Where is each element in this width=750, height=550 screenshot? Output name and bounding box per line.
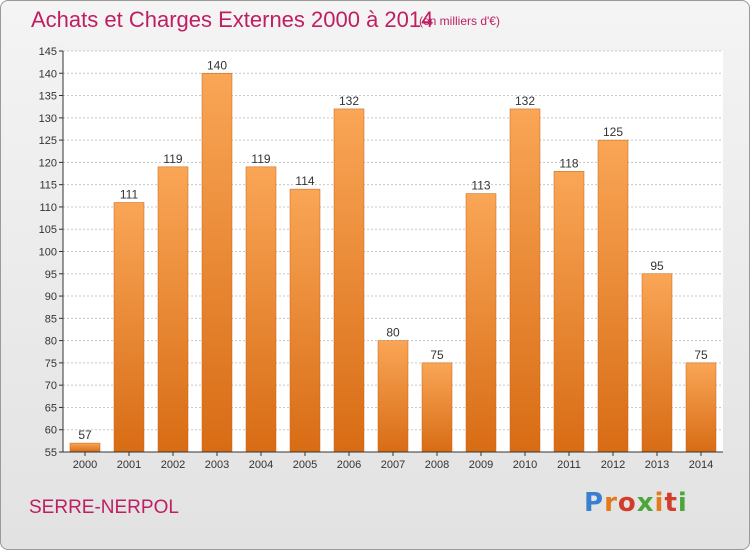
x-tick-label: 2012	[601, 459, 625, 471]
bar-2004	[245, 166, 277, 453]
x-tick-label: 2000	[73, 459, 97, 471]
data-label: 114	[295, 174, 314, 188]
bar-2012	[597, 139, 629, 453]
x-tick-label: 2003	[205, 459, 229, 471]
y-tick-label: 70	[45, 380, 57, 392]
y-tick-label: 110	[39, 202, 57, 214]
logo-letter: o	[617, 488, 637, 518]
location-label: SERRE-NERPOL	[29, 497, 179, 518]
bar-2009	[465, 193, 497, 453]
y-tick-label: 55	[45, 447, 57, 459]
y-tick-label: 115	[39, 180, 57, 192]
y-tick-label: 145	[39, 46, 57, 58]
x-tick-label: 2002	[161, 459, 185, 471]
data-label: 119	[163, 152, 182, 166]
y-tick-label: 60	[45, 425, 57, 437]
bar-2008	[421, 362, 453, 453]
logo-letter: P	[584, 488, 605, 518]
data-label: 132	[515, 94, 535, 108]
x-tick-label: 2009	[469, 459, 493, 471]
bar-2001	[113, 202, 145, 453]
data-label: 75	[694, 348, 708, 362]
data-label: 111	[120, 187, 139, 201]
data-label: 75	[430, 348, 444, 362]
y-tick-label: 140	[39, 68, 57, 80]
x-tick-label: 2010	[513, 459, 537, 471]
bar-2002	[157, 166, 189, 453]
data-label: 80	[386, 326, 400, 340]
bar-2006	[333, 108, 365, 453]
x-tick-label: 2008	[425, 459, 449, 471]
bar-2010	[509, 108, 541, 453]
x-tick-label: 2005	[293, 459, 317, 471]
logo-letter: i	[677, 488, 688, 518]
bar-2013	[641, 273, 673, 453]
y-tick-label: 80	[45, 336, 57, 348]
chart-title: Achats et Charges Externes 2000 à 2014	[31, 7, 434, 32]
logo-letter: t	[664, 488, 678, 518]
y-tick-label: 85	[45, 313, 57, 325]
logo-letter: i	[654, 488, 665, 518]
x-tick-label: 2007	[381, 459, 405, 471]
data-label: 125	[603, 125, 623, 139]
x-tick-label: 2014	[689, 459, 713, 471]
bar-2007	[377, 340, 409, 453]
y-tick-label: 100	[39, 247, 57, 259]
y-tick-label: 65	[45, 402, 57, 414]
data-label: 140	[207, 58, 227, 72]
x-tick-label: 2011	[557, 459, 581, 471]
bar-2014	[685, 362, 717, 453]
y-tick-label: 105	[39, 224, 57, 236]
y-tick-label: 95	[45, 269, 57, 281]
chart-subtitle: (en milliers d'€)	[419, 14, 500, 28]
data-label: 113	[471, 179, 490, 193]
data-label: 57	[78, 428, 92, 442]
data-label: 95	[650, 259, 664, 273]
x-tick-label: 2006	[337, 459, 361, 471]
y-tick-label: 75	[45, 358, 57, 370]
y-tick-label: 120	[39, 157, 57, 169]
bar-2003	[201, 73, 233, 453]
logo-letter: x	[636, 488, 655, 518]
y-tick-label: 125	[39, 135, 57, 147]
bar-2000	[69, 442, 101, 453]
x-tick-label: 2004	[249, 459, 273, 471]
bar-2011	[553, 171, 585, 453]
y-tick-label: 90	[45, 291, 57, 303]
x-tick-label: 2001	[117, 459, 141, 471]
data-label: 132	[339, 94, 359, 108]
y-tick-label: 130	[39, 113, 57, 125]
data-label: 118	[559, 156, 578, 170]
proxiti-logo: Proxiti	[584, 488, 688, 518]
y-tick-label: 135	[39, 91, 57, 103]
bar-2005	[289, 188, 321, 453]
x-tick-label: 2013	[645, 459, 669, 471]
logo-letter: r	[604, 488, 618, 518]
data-label: 119	[251, 152, 270, 166]
